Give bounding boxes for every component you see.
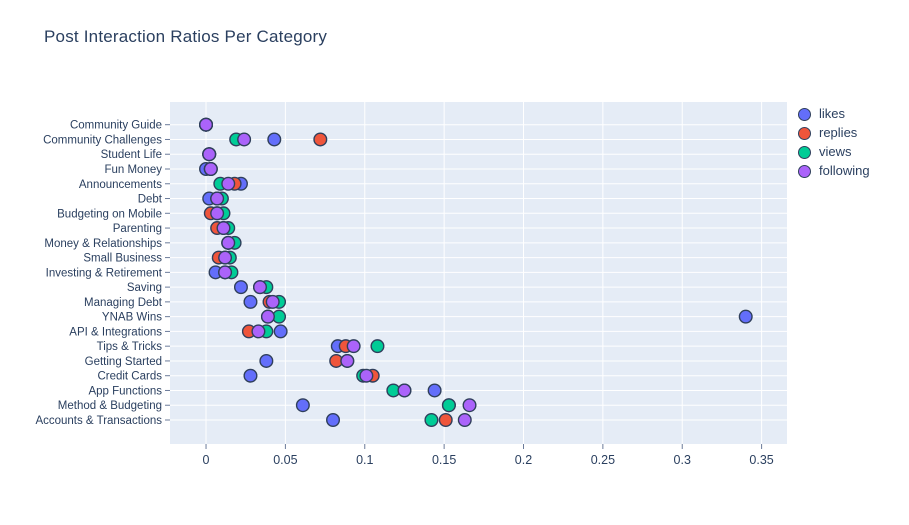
x-axis-label: 0.2	[515, 453, 532, 467]
y-axis-label: Credit Cards	[97, 371, 162, 383]
views-marker-icon	[798, 145, 811, 159]
data-point-following[interactable]	[397, 383, 412, 398]
y-axis-label: Debt	[138, 194, 163, 206]
y-axis-label: Budgeting on Mobile	[57, 208, 162, 220]
data-point-following[interactable]	[251, 324, 266, 339]
data-point-following[interactable]	[260, 309, 275, 324]
y-axis-label: App Functions	[88, 385, 162, 397]
legend-item-views[interactable]: views	[798, 144, 870, 159]
data-point-following[interactable]	[203, 161, 218, 176]
legend: likes replies views following	[798, 106, 870, 178]
data-point-likes[interactable]	[427, 383, 442, 398]
y-axis-label: Accounts & Transactions	[35, 415, 162, 427]
y-axis-label: YNAB Wins	[102, 312, 162, 324]
data-point-following[interactable]	[265, 294, 280, 309]
data-point-following[interactable]	[210, 206, 225, 221]
x-axis-label: 0.25	[591, 453, 615, 467]
data-point-replies[interactable]	[313, 132, 328, 147]
data-point-following[interactable]	[218, 265, 233, 280]
x-axis-label: 0.3	[674, 453, 691, 467]
y-axis-label: Fun Money	[104, 164, 162, 176]
data-point-likes[interactable]	[267, 132, 282, 147]
y-axis-label: Parenting	[113, 223, 162, 235]
data-point-likes[interactable]	[243, 368, 258, 383]
data-point-views[interactable]	[441, 398, 456, 413]
y-axis-label: Money & Relationships	[44, 238, 162, 250]
data-point-likes[interactable]	[233, 280, 248, 295]
x-axis-label: 0.05	[273, 453, 297, 467]
y-axis-label: Saving	[127, 282, 162, 294]
data-point-likes[interactable]	[326, 413, 341, 428]
y-axis-label: Getting Started	[85, 356, 162, 368]
data-point-following[interactable]	[359, 368, 374, 383]
y-axis-label: Method & Budgeting	[58, 400, 162, 412]
legend-label: views	[819, 144, 852, 159]
data-point-following[interactable]	[216, 221, 231, 236]
data-point-views[interactable]	[370, 339, 385, 354]
y-axis-label: Managing Debt	[84, 297, 163, 309]
data-point-replies[interactable]	[438, 413, 453, 428]
data-point-likes[interactable]	[273, 324, 288, 339]
data-point-following[interactable]	[210, 191, 225, 206]
x-axis-label: 0.15	[432, 453, 456, 467]
y-axis-label: Announcements	[79, 179, 162, 191]
legend-item-likes[interactable]: likes	[798, 106, 870, 121]
x-axis-label: 0.1	[356, 453, 373, 467]
data-point-views[interactable]	[424, 413, 439, 428]
chart-title: Post Interaction Ratios Per Category	[44, 27, 328, 46]
y-axis-label: Community Challenges	[43, 134, 162, 146]
data-point-following[interactable]	[221, 176, 236, 191]
legend-label: following	[819, 163, 870, 178]
y-axis-label: API & Integrations	[69, 326, 162, 338]
data-point-following[interactable]	[218, 250, 233, 265]
data-point-likes[interactable]	[243, 294, 258, 309]
y-axis-label: Student Life	[101, 149, 162, 161]
legend-item-following[interactable]: following	[798, 163, 870, 178]
data-point-likes[interactable]	[259, 353, 274, 368]
data-point-following[interactable]	[253, 280, 268, 295]
data-point-following[interactable]	[462, 398, 477, 413]
data-point-likes[interactable]	[738, 309, 753, 324]
replies-marker-icon	[798, 126, 811, 140]
legend-item-replies[interactable]: replies	[798, 125, 870, 140]
x-axis-label: 0.35	[749, 453, 773, 467]
data-point-following[interactable]	[199, 117, 214, 132]
legend-label: replies	[819, 125, 858, 140]
y-axis-label: Community Guide	[70, 120, 162, 132]
data-point-following[interactable]	[237, 132, 252, 147]
data-point-following[interactable]	[457, 413, 472, 428]
plot-area	[170, 102, 787, 444]
y-axis-label: Small Business	[83, 253, 162, 265]
following-marker-icon	[798, 164, 811, 178]
data-point-following[interactable]	[340, 353, 355, 368]
data-point-following[interactable]	[346, 339, 361, 354]
data-point-following[interactable]	[221, 235, 236, 250]
legend-label: likes	[819, 106, 846, 121]
x-axis-label: 0	[203, 453, 210, 467]
data-point-likes[interactable]	[295, 398, 310, 413]
data-point-following[interactable]	[202, 147, 217, 162]
likes-marker-icon	[798, 107, 811, 121]
y-axis-label: Tips & Tricks	[97, 341, 163, 353]
y-axis-label: Investing & Retirement	[46, 267, 163, 279]
